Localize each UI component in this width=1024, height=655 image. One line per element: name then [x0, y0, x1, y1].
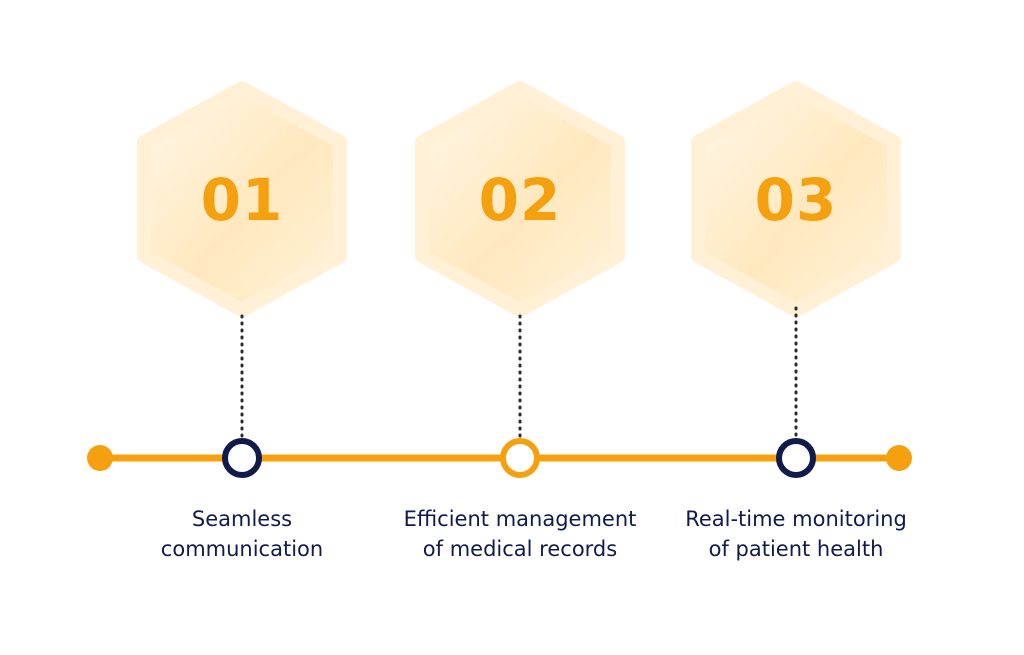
hexagon-1 [137, 81, 347, 317]
timeline-end-dot [886, 445, 912, 471]
marker-3 [776, 438, 816, 478]
timeline-start-dot [87, 445, 113, 471]
step-label-2-line-2: of medical records [422, 537, 618, 561]
step-label-3-line-2: of patient health [708, 537, 884, 561]
step-label-3: Real-time monitoring of patient health [656, 504, 936, 564]
step-label-2: Efficient management of medical records [380, 504, 660, 564]
step-label-3-line-1: Real-time monitoring [685, 507, 907, 531]
step-number-2: 02 [478, 166, 562, 234]
step-number-3: 03 [754, 166, 838, 234]
marker-1 [222, 438, 262, 478]
hexagon-2 [415, 81, 625, 317]
step-number-1: 01 [200, 166, 284, 234]
step-label-1-line-2: communication [160, 537, 324, 561]
step-label-1: Seamless communication [102, 504, 382, 564]
marker-2 [500, 438, 540, 478]
step-label-1-line-1: Seamless [191, 507, 293, 531]
step-label-2-line-1: Efficient management [403, 507, 637, 531]
